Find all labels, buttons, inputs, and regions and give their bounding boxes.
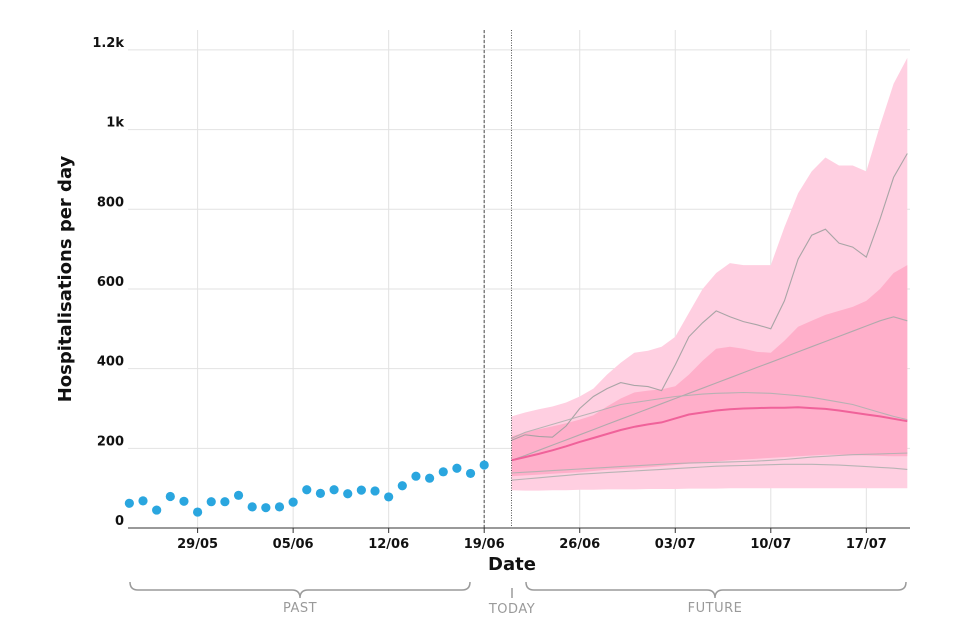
x-tick-label: 19/06 — [464, 537, 505, 552]
observed-point — [438, 467, 448, 477]
x-tick-label: 26/06 — [559, 537, 600, 552]
x-tick-label: 03/07 — [655, 537, 696, 552]
observed-point — [465, 468, 476, 479]
observed-point — [411, 471, 421, 481]
y-axis-title: Hospitalisations per day — [55, 155, 76, 402]
observed-points — [124, 460, 489, 517]
observed-point — [193, 507, 203, 517]
observed-point — [397, 481, 407, 491]
observed-point — [165, 491, 175, 502]
future-bracket — [525, 581, 907, 599]
forecast-sample-line-5 — [511, 463, 908, 481]
forecast-sample-line-3 — [511, 391, 908, 439]
x-tick-label: 17/07 — [846, 537, 887, 552]
x-tick-label: 05/06 — [273, 537, 314, 552]
forecast-sample-line-2 — [511, 316, 908, 461]
observed-point — [315, 488, 326, 498]
observed-point — [343, 489, 353, 499]
past-bracket — [129, 581, 471, 599]
x-tick-label: 12/06 — [368, 537, 409, 552]
y-tick-label: 800 — [97, 195, 124, 210]
y-tick-label: 400 — [97, 355, 124, 370]
observed-point — [302, 485, 312, 495]
x-tick-label: 29/05 — [177, 537, 218, 552]
forecast-lines — [511, 153, 908, 481]
y-tick-label: 200 — [97, 434, 124, 449]
today-label: TODAY — [488, 602, 535, 617]
observed-point — [247, 502, 257, 512]
observed-point — [220, 497, 230, 507]
observed-point — [261, 503, 271, 513]
observed-point — [425, 473, 435, 483]
observed-point — [233, 490, 244, 500]
tick-labels: 0 200 400 600 800 1k 1.2k 29/05 05/06 12/06 19/06 2… — [92, 36, 886, 552]
y-tick-label: 0 — [115, 514, 124, 529]
y-tick-label: 1.2k — [92, 36, 124, 51]
observed-point — [152, 505, 162, 515]
observed-point — [384, 492, 394, 502]
axes — [128, 527, 910, 533]
x-tick-label: 10/07 — [750, 537, 791, 552]
x-axis-title: Date — [488, 554, 536, 575]
y-tick-label: 1k — [106, 116, 124, 131]
observed-point — [370, 486, 380, 496]
future-label: FUTURE — [688, 601, 743, 616]
observed-point — [479, 460, 489, 470]
forecast-sample-line-4 — [511, 452, 908, 474]
observed-point — [329, 485, 339, 495]
period-annotations: PAST TODAY FUTURE — [129, 581, 907, 617]
past-label: PAST — [283, 601, 317, 616]
observed-point — [179, 496, 189, 506]
reference-lines — [483, 30, 512, 528]
forecast-median-line — [511, 406, 908, 462]
observed-point — [452, 463, 462, 473]
observed-point — [288, 497, 298, 507]
observed-point — [356, 485, 366, 495]
observed-point — [206, 497, 216, 507]
observed-point — [138, 496, 148, 506]
forecast-sample-line-1 — [511, 153, 908, 441]
observed-point — [124, 498, 134, 508]
observed-point — [274, 502, 285, 512]
y-tick-label: 600 — [97, 275, 124, 290]
forecast-bands — [511, 57, 908, 491]
